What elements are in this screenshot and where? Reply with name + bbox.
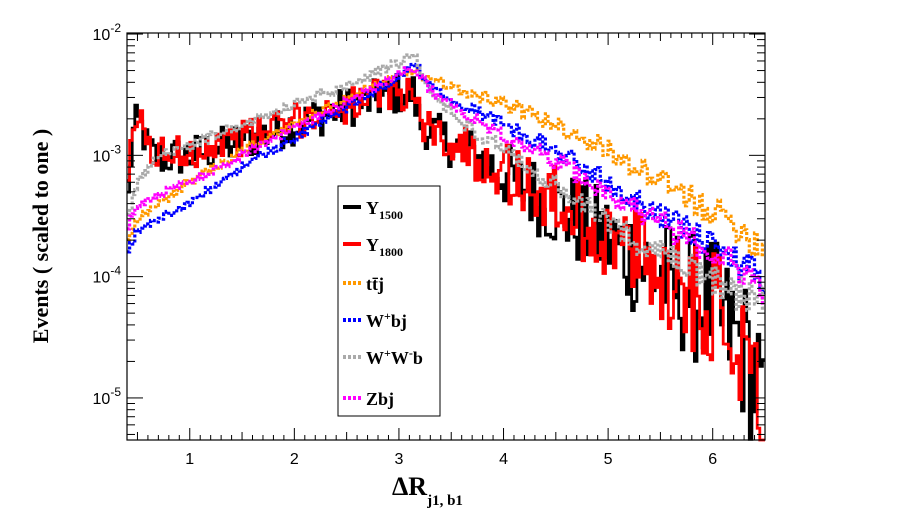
x-tick-label: 3 (394, 451, 403, 468)
x-tick-label: 1 (185, 451, 194, 468)
series-layer (127, 53, 765, 442)
legend-box (337, 185, 441, 417)
legend-label-Y_1500: Y1500 (366, 198, 403, 222)
y-tick-label: 10-4 (93, 264, 122, 287)
legend: Y1500 Y1800 tt̄j W+bj W+W-b Zbj (337, 185, 441, 417)
legend-label-Y_1800: Y1800 (366, 235, 403, 259)
series-ttbar_j (127, 67, 765, 257)
x-tick-label: 5 (604, 451, 613, 468)
y-tick-label: 10-5 (93, 385, 122, 408)
plot-frame (126, 32, 766, 441)
series-Y_1800 (127, 77, 765, 442)
x-axis-label-subscript: j1, b1 (426, 493, 463, 509)
y-axis-label: Events ( scaled to one ) (28, 129, 53, 343)
series-W+W-b (127, 53, 765, 312)
x-tick-label: 4 (499, 451, 508, 468)
legend-label-Zbj: Zbj (366, 389, 394, 409)
legend-label-W+bj: W+bj (366, 309, 407, 331)
x-tick-label: 6 (708, 451, 717, 468)
x-axis-label: ΔRj1, b1 (392, 472, 463, 509)
legend-label-ttbar_j: tt̄j (366, 274, 384, 294)
x-tick-label: 2 (290, 451, 299, 468)
axes-layer: 1 2 3 4 5 6 10-5 10-4 10-3 10-2 (93, 21, 766, 468)
y-tick-label: 10-3 (93, 142, 122, 165)
series-W+bj (127, 62, 765, 295)
series-Zbj (127, 66, 765, 305)
legend-label-W+W-b: W+W-b (366, 346, 423, 368)
y-tick-label: 10-2 (93, 21, 122, 44)
